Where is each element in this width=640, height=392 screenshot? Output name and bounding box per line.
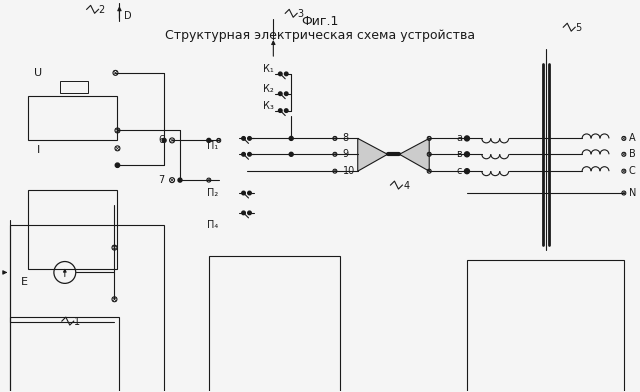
Text: 1: 1 xyxy=(74,317,80,327)
Text: П₁: П₁ xyxy=(207,142,219,151)
Circle shape xyxy=(289,136,293,140)
Circle shape xyxy=(284,72,288,76)
Bar xyxy=(28,190,118,269)
Circle shape xyxy=(278,92,282,96)
Circle shape xyxy=(162,138,166,142)
Text: П₄: П₄ xyxy=(207,220,219,230)
Circle shape xyxy=(242,211,245,215)
Circle shape xyxy=(248,211,252,215)
Circle shape xyxy=(248,191,252,195)
Circle shape xyxy=(465,152,469,157)
Text: C: C xyxy=(628,166,636,176)
Text: Фиг.1: Фиг.1 xyxy=(301,15,339,28)
Circle shape xyxy=(465,136,469,141)
Circle shape xyxy=(284,109,288,113)
Circle shape xyxy=(465,169,469,174)
Text: Структурная электрическая схема устройства: Структурная электрическая схема устройст… xyxy=(165,29,475,42)
Text: I: I xyxy=(36,145,40,155)
Text: 4: 4 xyxy=(403,181,410,191)
Text: в: в xyxy=(456,149,462,159)
Circle shape xyxy=(248,137,252,140)
Circle shape xyxy=(278,109,282,113)
Text: К₂: К₂ xyxy=(263,84,274,94)
Text: 8: 8 xyxy=(343,133,349,143)
Circle shape xyxy=(289,152,293,156)
Text: E: E xyxy=(20,278,28,287)
Text: с: с xyxy=(456,166,462,176)
Circle shape xyxy=(178,178,182,182)
Bar xyxy=(10,317,120,392)
Text: 2: 2 xyxy=(99,5,105,15)
Circle shape xyxy=(284,92,288,96)
Circle shape xyxy=(278,72,282,76)
Text: К₃: К₃ xyxy=(263,101,274,111)
Circle shape xyxy=(242,152,245,156)
Text: 10: 10 xyxy=(343,166,355,176)
Circle shape xyxy=(242,191,245,195)
Circle shape xyxy=(248,152,252,156)
Text: 7: 7 xyxy=(158,175,164,185)
Bar xyxy=(209,256,340,392)
Text: П₂: П₂ xyxy=(207,188,219,198)
Text: 6: 6 xyxy=(158,135,164,145)
Text: 5: 5 xyxy=(575,23,581,33)
Text: а: а xyxy=(456,133,462,143)
Circle shape xyxy=(207,138,211,142)
Text: A: A xyxy=(628,133,636,143)
Bar xyxy=(28,96,118,140)
Text: B: B xyxy=(628,149,636,159)
Text: U: U xyxy=(34,68,42,78)
Circle shape xyxy=(115,163,120,167)
Polygon shape xyxy=(399,138,429,171)
Bar xyxy=(467,260,624,392)
Circle shape xyxy=(242,137,245,140)
Bar xyxy=(10,225,164,392)
Text: N: N xyxy=(628,188,636,198)
Text: К₁: К₁ xyxy=(263,64,274,74)
Text: D: D xyxy=(124,11,131,21)
Polygon shape xyxy=(358,138,387,171)
Text: 3: 3 xyxy=(297,9,303,19)
Text: 9: 9 xyxy=(343,149,349,159)
Bar xyxy=(60,81,88,93)
